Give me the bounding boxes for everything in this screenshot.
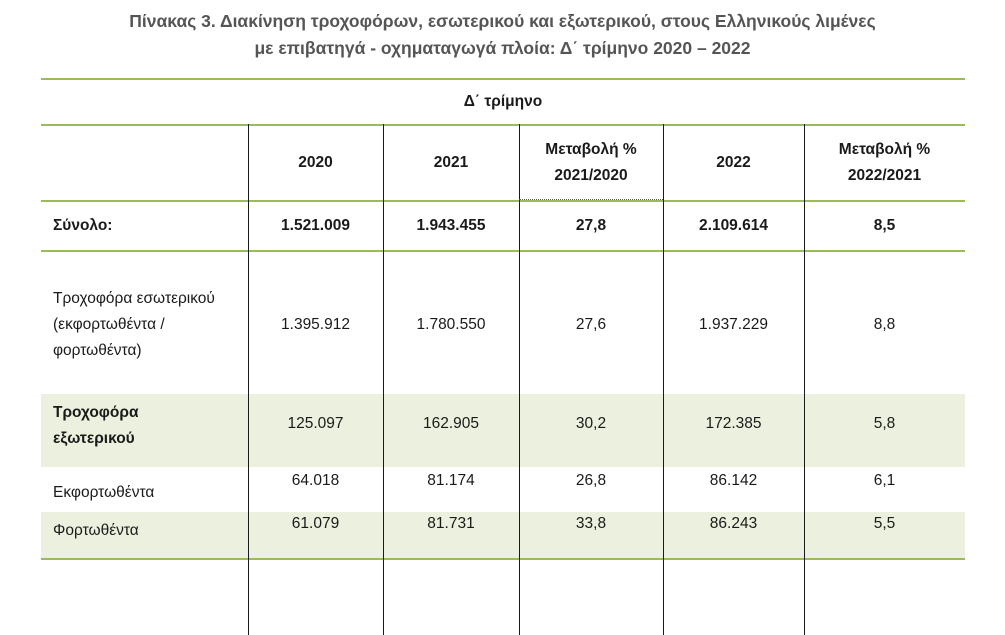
row-label: Τροχοφόρα εσωτερικού (εκφορτωθέντα / φορ… [53,290,215,359]
column-divider [383,124,384,635]
column-header: 2022 [716,154,751,171]
row-label: Εκφορτωθέντα [53,484,155,501]
table-cell: 26,8 [575,472,607,489]
rule [41,558,965,560]
row-shade-loaded [41,512,965,559]
table-cell: 8,8 [873,316,896,333]
table-cell: 2.109.614 [699,217,768,234]
table-cell: 64.018 [291,472,340,489]
column-divider [248,124,249,635]
table-cell: 86.142 [709,472,758,489]
table-cell: 1.943.455 [416,217,486,234]
rule [41,200,965,202]
column-header: Μεταβολή % 2021/2020 [545,141,637,184]
table-cell: 1.780.550 [416,316,486,333]
table-title-line-1: Πίνακας 3. Διακίνηση τροχοφόρων, εσωτερι… [129,11,876,31]
table-cell: 5,5 [873,515,896,532]
table-title: Πίνακας 3. Διακίνηση τροχοφόρων, εσωτερι… [0,8,1005,62]
table-cell: 1.521.009 [281,217,350,234]
row-label: Σύνολο: [53,217,113,234]
table-cell: 61.079 [291,515,340,532]
row-label: Τροχοφόρα εξωτερικού [53,404,139,447]
column-header: Μεταβολή % 2022/2021 [838,141,931,184]
rule [41,250,965,252]
table-title-line-2: με επιβατηγά - οχηματαγωγά πλοία: Δ΄ τρί… [254,38,751,58]
table-cell: 162.905 [422,415,480,432]
row-shade-foreign [41,394,965,467]
column-header: 2021 [433,154,469,171]
table-cell: 172.385 [705,415,762,432]
table-cell: 1.395.912 [281,316,350,333]
table-cell: 27,8 [575,217,607,234]
table-cell: 86.243 [709,515,758,532]
column-header: 2020 [298,154,333,171]
row-label: Φορτωθέντα [53,522,139,539]
table-cell: 81.731 [427,515,475,532]
dotted-rule [519,199,663,200]
table-cell: 6,1 [873,472,896,489]
column-divider [663,124,664,635]
rule [41,124,965,126]
table-cell: 33,8 [575,515,607,532]
table-cell: 81.174 [427,472,475,489]
column-divider [519,124,520,635]
period-header: Δ΄ τρίμηνο [463,93,543,110]
table-cell: 30,2 [575,415,607,432]
table-cell: 1.937.229 [699,316,768,333]
column-divider [804,124,805,635]
table-cell: 5,8 [873,415,896,432]
table-cell: 125.097 [287,415,344,432]
table-cell: 8,5 [873,217,896,234]
table-cell: 27,6 [575,316,607,333]
rule [41,78,965,80]
